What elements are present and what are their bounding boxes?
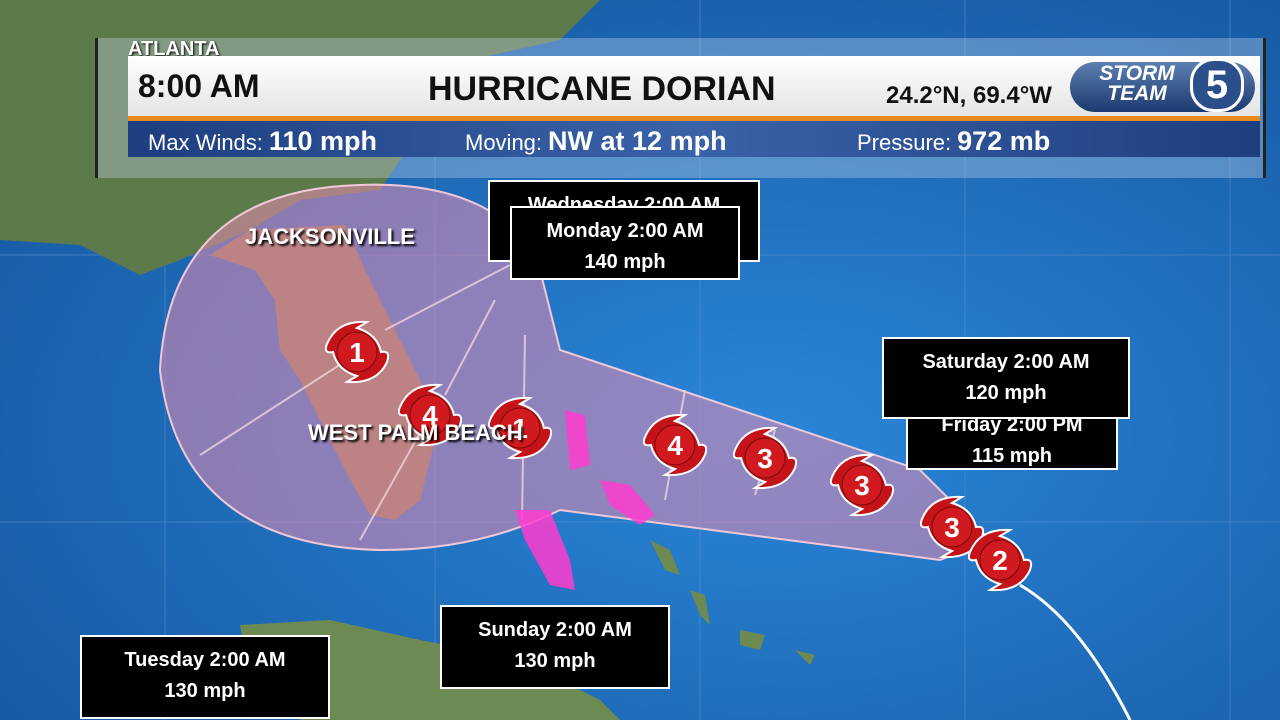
forecast-wind: 140 mph: [584, 251, 666, 273]
stat-label: Moving:: [465, 130, 543, 155]
storm-category: 1: [512, 413, 528, 444]
storm-category: 3: [854, 470, 870, 501]
forecast-time: Friday 2:00 PM: [941, 414, 1083, 436]
city-label: ATLANTA: [128, 38, 220, 60]
forecast-wind: 115 mph: [971, 445, 1053, 467]
city-label: JACKSONVILLE: [245, 224, 415, 249]
storm-core: [931, 506, 973, 548]
forecast-wind: 130 mph: [514, 650, 596, 672]
coordinates: 24.2°N, 69.4°W: [886, 82, 1052, 109]
stat: Max Winds: 110 mph: [148, 126, 377, 157]
bahamas: [650, 540, 815, 665]
stat: Pressure: 972 mb: [857, 126, 1050, 157]
stat-label: Max Winds:: [148, 130, 263, 155]
stat-value: NW at 12 mph: [548, 126, 727, 156]
stat-value: 972 mb: [957, 126, 1051, 156]
forecast-wind: 120 mph: [965, 382, 1047, 404]
storm-category: 3: [944, 512, 960, 543]
storm-category: 4: [667, 430, 683, 461]
storm-core: [841, 464, 883, 506]
storm-icon: 1: [324, 320, 390, 384]
storm-icons: 1 4 1 4 3 3 3 2: [324, 320, 1033, 592]
storm-core: [499, 407, 541, 449]
storm-core: [409, 394, 451, 436]
forecast-box: Saturday 2:00 AM 120 mph: [882, 337, 1130, 419]
forecast-box: Sunday 2:00 AM 130 mph: [440, 605, 670, 689]
storm-icon: 4: [642, 413, 708, 477]
stat-value: 110 mph: [268, 126, 377, 156]
forecast-box: Monday 2:00 AM 140 mph: [510, 206, 740, 280]
storm-icon: 4: [397, 383, 463, 447]
storm-name: HURRICANE DORIAN: [428, 70, 776, 108]
storm-core: [654, 424, 696, 466]
storm-category: 2: [992, 545, 1008, 576]
storm-icon: 1: [487, 396, 553, 460]
forecast-time: Tuesday 2:00 AM: [124, 649, 286, 671]
forecast-box: Tuesday 2:00 AM 130 mph: [80, 635, 330, 719]
past-track: [1019, 583, 1132, 720]
forecast-time: Sunday 2:00 AM: [478, 619, 632, 641]
forecast-time: Monday 2:00 AM: [546, 220, 704, 242]
city-label: WEST PALM BEACH: [308, 420, 523, 445]
logo-line: STORM: [1099, 62, 1175, 85]
cuba: [240, 620, 620, 720]
time: 8:00 AM: [138, 68, 260, 104]
storm-core: [979, 539, 1021, 581]
stat: Moving: NW at 12 mph: [465, 126, 727, 157]
storm-core: [744, 437, 786, 479]
storm-category: 1: [349, 337, 365, 368]
forecast-time: Saturday 2:00 AM: [922, 351, 1090, 373]
storm-icon: 3: [829, 453, 895, 517]
storm-core: [336, 331, 378, 373]
logo-channel: 5: [1190, 58, 1244, 112]
storm-icon: 2: [967, 528, 1033, 592]
storm-icon: 3: [732, 426, 798, 490]
logo-line: TEAM: [1107, 82, 1167, 105]
stats-bar: [128, 121, 1260, 157]
forecast-wind: 130 mph: [164, 680, 246, 702]
storm-category: 3: [757, 443, 773, 474]
storm-category: 4: [422, 400, 438, 431]
storm-icon: 3: [919, 495, 985, 559]
logo-text: STORM TEAM: [1082, 62, 1192, 105]
stat-label: Pressure:: [857, 130, 952, 155]
